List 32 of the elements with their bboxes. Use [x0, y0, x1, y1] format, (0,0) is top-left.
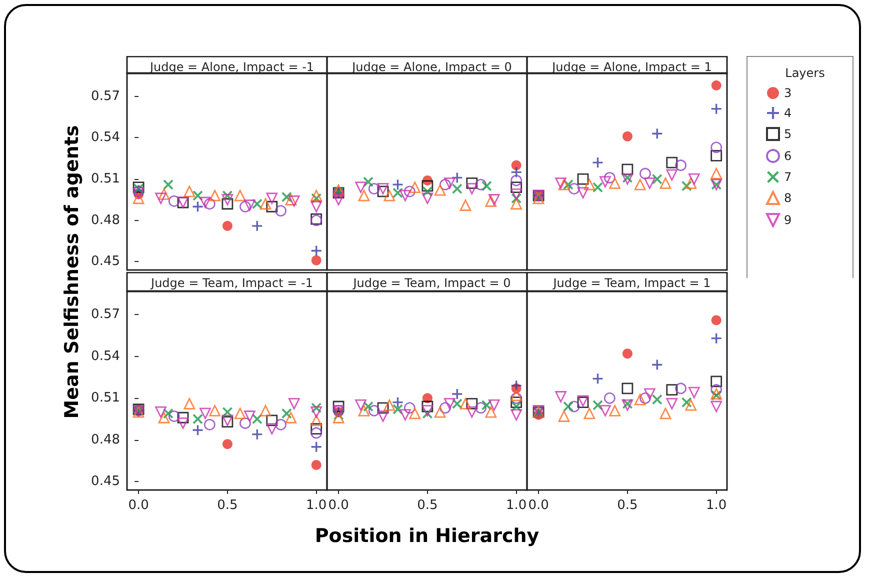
y-tick-label: 0.48	[91, 432, 120, 448]
y-tick-label: 0.57	[91, 307, 120, 322]
x-axis-title: Position in Hierarchy	[314, 525, 540, 547]
y-axis-title: Mean Selfishness of agents	[61, 125, 83, 419]
y-tick-label: 0.54	[91, 348, 120, 364]
x-tick-label: 1.0	[306, 498, 327, 513]
y-tick-label: 0.57	[91, 88, 120, 104]
x-tick-label: 0.5	[617, 498, 638, 513]
legend-label: 6	[784, 149, 792, 163]
x-tick-label: 0.5	[217, 498, 238, 513]
y-tick-label: 0.48	[91, 212, 120, 228]
x-tick-label: 0.0	[328, 498, 349, 513]
legend-label: 5	[784, 127, 792, 141]
chart-title: Judge = Team, Impact = 0	[352, 276, 511, 290]
x-tick-label: 0.0	[528, 498, 549, 513]
legend-title: Layers	[785, 66, 825, 80]
legend-label: 9	[784, 213, 792, 227]
legend-label: 8	[784, 191, 792, 205]
y-tick-label: 0.51	[91, 390, 120, 406]
y-tick-label: 0.51	[91, 172, 120, 187]
x-tick-label: 0.0	[128, 498, 149, 513]
chart-title: Judge = Team, Impact = 1	[552, 276, 711, 290]
chart-title: Judge = Team, Impact = -1	[150, 276, 313, 290]
legend-label: 3	[784, 86, 792, 100]
x-tick-label: 0.5	[417, 498, 438, 513]
x-tick-label: 1.0	[706, 498, 727, 513]
x-tick-label: 1.0	[506, 498, 527, 513]
legend-label: 4	[784, 106, 792, 120]
y-tick-label: 0.54	[91, 130, 120, 146]
y-tick-label: 0.45	[91, 254, 120, 270]
legend-label: 7	[784, 170, 792, 184]
y-tick-label: 0.45	[91, 474, 120, 490]
